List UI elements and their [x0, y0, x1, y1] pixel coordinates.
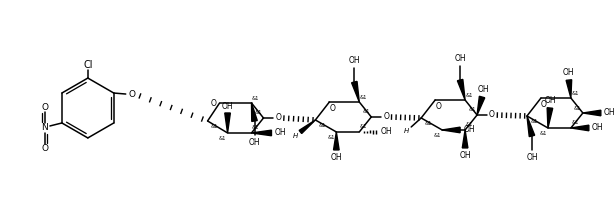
- Text: &1: &1: [434, 133, 441, 138]
- Text: OH: OH: [545, 95, 557, 105]
- Polygon shape: [224, 113, 231, 133]
- Polygon shape: [252, 103, 257, 122]
- Text: &1: &1: [574, 105, 582, 110]
- Polygon shape: [299, 120, 315, 133]
- Text: &1: &1: [466, 92, 473, 97]
- Text: &1: &1: [211, 125, 218, 130]
- Text: &1: &1: [252, 95, 260, 100]
- Polygon shape: [583, 110, 601, 116]
- Text: &1: &1: [252, 125, 260, 130]
- Text: OH: OH: [275, 128, 286, 137]
- Text: &1: &1: [328, 135, 335, 140]
- Polygon shape: [547, 108, 553, 128]
- Text: O: O: [41, 145, 49, 153]
- Text: OH: OH: [330, 153, 342, 162]
- Text: O: O: [435, 102, 441, 110]
- Text: O: O: [489, 110, 495, 120]
- Text: Cl: Cl: [83, 60, 93, 70]
- Text: H: H: [403, 128, 409, 134]
- Text: O: O: [541, 100, 547, 108]
- Text: OH: OH: [248, 138, 260, 147]
- Text: OH: OH: [454, 54, 466, 62]
- Text: O: O: [41, 102, 49, 112]
- Text: O: O: [211, 99, 216, 107]
- Text: &1: &1: [255, 110, 262, 115]
- Text: OH: OH: [563, 67, 574, 77]
- Text: &1: &1: [360, 125, 367, 130]
- Text: OH: OH: [459, 151, 471, 160]
- Text: O: O: [330, 104, 335, 112]
- Text: &1: &1: [424, 122, 432, 127]
- Text: &1: &1: [469, 107, 476, 112]
- Polygon shape: [252, 130, 271, 136]
- Text: O: O: [276, 113, 282, 122]
- Text: OH: OH: [463, 125, 475, 135]
- Text: &1: &1: [530, 120, 538, 125]
- Polygon shape: [442, 127, 460, 133]
- Text: &1: &1: [539, 132, 547, 136]
- Text: OH: OH: [592, 123, 604, 132]
- Text: OH: OH: [222, 102, 233, 110]
- Text: OH: OH: [526, 153, 538, 162]
- Text: OH: OH: [477, 85, 489, 94]
- Text: &1: &1: [360, 95, 367, 100]
- Polygon shape: [566, 80, 572, 98]
- Text: &1: &1: [319, 123, 326, 128]
- Polygon shape: [477, 96, 485, 115]
- Text: O: O: [128, 90, 135, 99]
- Text: H: H: [293, 133, 298, 139]
- Polygon shape: [458, 79, 465, 100]
- Text: &1: &1: [571, 120, 579, 125]
- Polygon shape: [462, 130, 468, 148]
- Polygon shape: [527, 116, 534, 137]
- Text: OH: OH: [604, 108, 615, 117]
- Text: &1: &1: [219, 136, 226, 141]
- Text: OH: OH: [349, 56, 360, 65]
- Text: OH: OH: [381, 127, 392, 136]
- Text: &1: &1: [362, 110, 370, 115]
- Text: N: N: [42, 123, 49, 132]
- Polygon shape: [352, 81, 359, 102]
- Polygon shape: [571, 125, 589, 131]
- Text: &1: &1: [571, 90, 579, 95]
- Text: &1: &1: [466, 122, 473, 127]
- Polygon shape: [333, 132, 339, 150]
- Text: O: O: [383, 112, 389, 122]
